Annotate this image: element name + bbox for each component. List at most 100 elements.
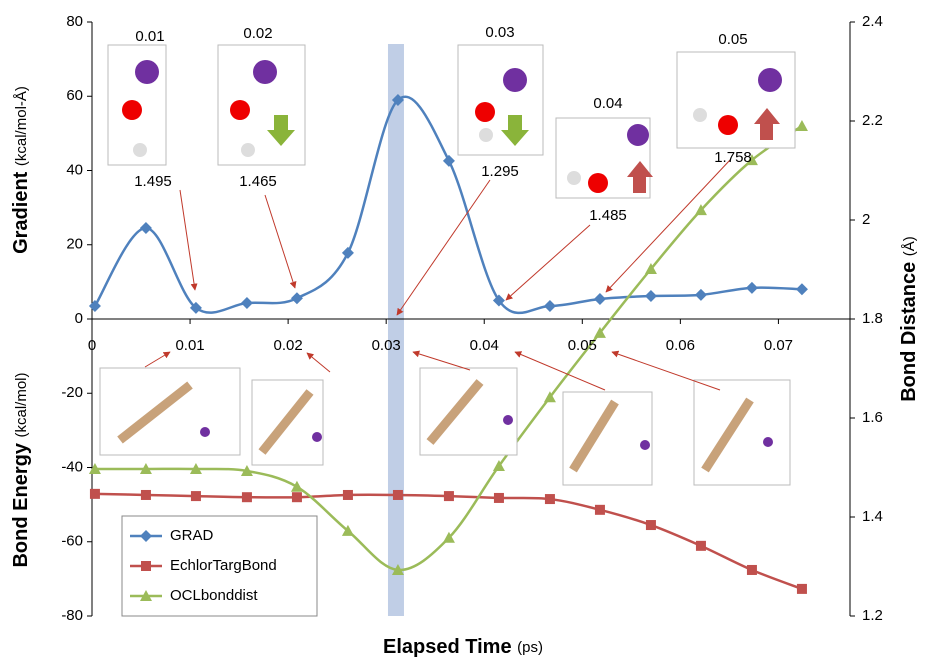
time-annotation: 0.03	[485, 24, 514, 41]
y-tick-label: 40	[66, 161, 83, 178]
point	[290, 480, 303, 492]
point	[543, 391, 556, 403]
point	[594, 504, 605, 515]
chain	[117, 381, 193, 444]
plot	[87, 21, 855, 617]
label-unit: (Å)	[901, 236, 918, 256]
x-tick-label: 0.03	[372, 337, 401, 354]
point	[442, 154, 455, 167]
legend-label: EchlorTargBond	[170, 557, 277, 574]
arrow	[264, 194, 297, 289]
point	[240, 464, 253, 476]
legend-label: OCLbonddist	[170, 587, 258, 604]
down-arrow-icon	[501, 115, 529, 146]
time-annotation: 0.01	[135, 28, 164, 45]
iodine-atom	[503, 415, 513, 425]
y-tick-label: -40	[61, 458, 83, 475]
time-annotation: 0.05	[718, 31, 747, 48]
iodine-atom	[200, 427, 210, 437]
up-arrow-icon	[754, 108, 780, 140]
inset	[99, 367, 241, 456]
hydrogen-atom	[133, 143, 147, 157]
point	[241, 492, 252, 503]
iodine-atom	[763, 437, 773, 447]
y-axis-label-bottom: Bond Energy (kcal/mol)	[10, 372, 32, 567]
iodine-atom	[640, 440, 650, 450]
x-tick-label: 0.04	[470, 337, 499, 354]
point	[443, 491, 454, 502]
point	[694, 288, 707, 301]
y-tick-label: 80	[66, 13, 83, 30]
hydrogen-atom	[567, 171, 581, 185]
distance-annotation: 1.758	[714, 149, 752, 166]
point	[543, 300, 556, 313]
point	[89, 488, 100, 499]
molecule-insets	[99, 44, 796, 486]
y-axis-label-top: Gradient (kcal/mol-Å)	[10, 86, 32, 254]
legend-marker	[141, 561, 151, 571]
y-tick-label: 0	[75, 310, 83, 327]
point	[796, 583, 807, 594]
point	[544, 494, 555, 505]
point	[492, 294, 505, 307]
y2-tick-label: 2.2	[862, 112, 883, 129]
y2-axis-label: Bond Distance (Å)	[898, 236, 920, 402]
oxygen-atom	[230, 100, 250, 120]
label-unit: (kcal/mol)	[13, 372, 30, 437]
point	[644, 263, 657, 275]
y-tick-label: -20	[61, 384, 83, 401]
label-unit: (kcal/mol-Å)	[13, 86, 30, 166]
point	[139, 462, 152, 474]
x-tick-label: 0	[88, 337, 96, 354]
distance-annotation: 1.485	[589, 207, 627, 224]
x-tick-label: 0.01	[175, 337, 204, 354]
label-main: Gradient	[10, 171, 32, 254]
arrow	[179, 189, 198, 291]
inset	[676, 51, 796, 149]
point	[392, 489, 403, 500]
annotation-arrows	[144, 159, 731, 391]
point	[140, 489, 151, 500]
up-arrow-icon	[627, 161, 653, 193]
arrow	[396, 179, 491, 316]
point	[190, 491, 201, 502]
arrow	[412, 350, 471, 371]
point	[189, 301, 202, 314]
label-main: Bond Energy	[10, 442, 32, 567]
point	[593, 326, 606, 338]
point	[746, 564, 757, 575]
oxygen-atom	[122, 100, 142, 120]
y-tick-label: -80	[61, 607, 83, 624]
point	[391, 563, 404, 575]
arrow	[611, 350, 721, 391]
x-tick-label: 0.07	[764, 337, 793, 354]
y-tick-label: -60	[61, 533, 83, 550]
hydrogen-atom	[241, 143, 255, 157]
distance-annotation: 1.465	[239, 173, 277, 190]
point	[694, 204, 707, 216]
series-line	[94, 124, 803, 572]
legend-label: GRAD	[170, 527, 214, 544]
point	[139, 222, 152, 235]
point	[88, 462, 101, 474]
point	[88, 300, 101, 313]
point	[695, 540, 706, 551]
highlight-band	[387, 44, 404, 616]
time-annotation: 0.02	[243, 25, 272, 42]
arrow	[306, 352, 331, 373]
chain	[569, 399, 619, 473]
point	[341, 524, 354, 536]
arrow	[514, 351, 606, 391]
oxygen-atom	[588, 173, 608, 193]
point	[290, 292, 303, 305]
point	[391, 93, 404, 106]
y-tick-label: 20	[66, 236, 83, 253]
point	[291, 492, 302, 503]
x-tick-label: 0.02	[274, 337, 303, 354]
y2-tick-label: 2.4	[862, 13, 883, 30]
distance-annotation: 1.295	[481, 163, 519, 180]
arrow	[505, 224, 591, 301]
legend-marker	[140, 530, 152, 542]
legend-marker	[140, 590, 152, 601]
